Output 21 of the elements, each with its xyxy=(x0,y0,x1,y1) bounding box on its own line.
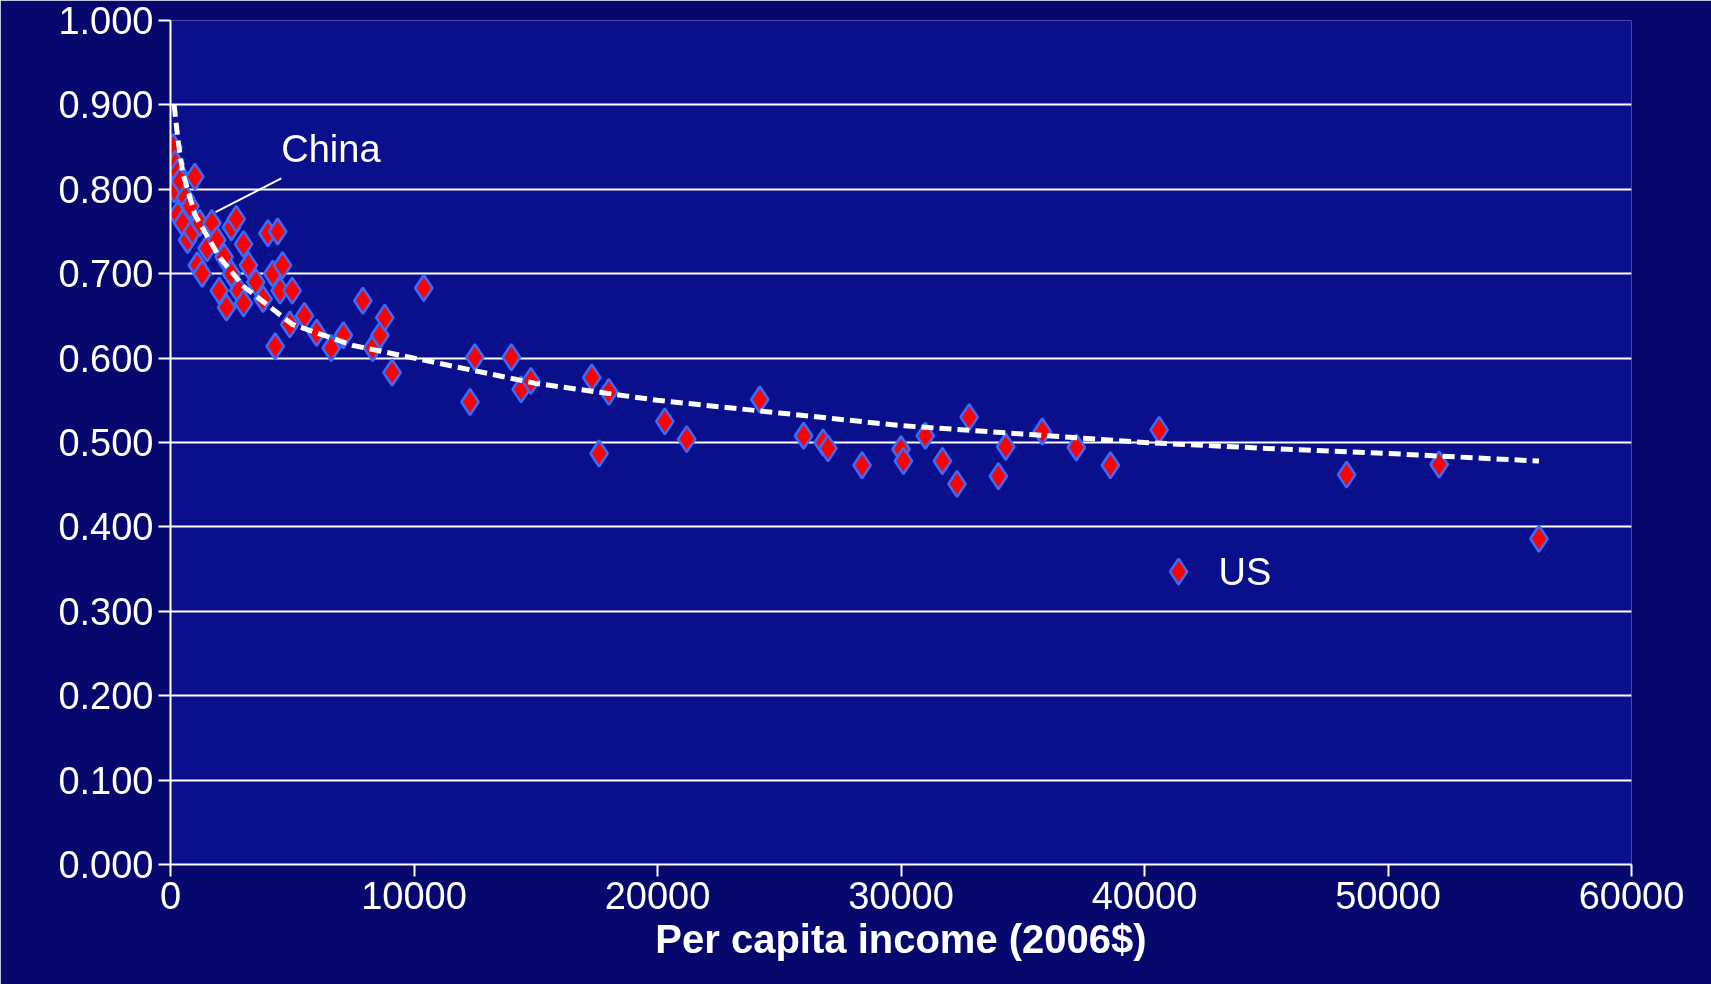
y-tick-label: 0.100 xyxy=(58,759,154,802)
y-tick-label: 0.900 xyxy=(58,84,154,127)
y-tick-label: 0.300 xyxy=(58,590,154,633)
annotation: US xyxy=(1218,550,1272,593)
x-tick-label: 40000 xyxy=(1091,874,1198,917)
x-tick-label: 0 xyxy=(159,874,182,917)
x-tick-label: 10000 xyxy=(361,874,467,917)
annotation: China xyxy=(281,127,382,170)
x-tick-label: 20000 xyxy=(604,874,711,917)
y-tick-label: 0.500 xyxy=(58,422,154,464)
y-tick-label: 0.400 xyxy=(58,506,154,549)
x-tick-label: 30000 xyxy=(848,874,954,917)
x-tick-label: 50000 xyxy=(1335,874,1441,917)
y-tick-label: 0.700 xyxy=(58,253,154,296)
y-tick-label: 0.800 xyxy=(58,168,154,211)
y-tick-label: 0.600 xyxy=(58,337,154,380)
x-axis-title: Per capita income (2006$) xyxy=(655,916,1147,961)
x-tick-label: 60000 xyxy=(1578,874,1685,917)
y-tick-label: 0.000 xyxy=(58,844,154,886)
y-tick-label: 0.200 xyxy=(58,675,154,718)
y-tick-label: 1.000 xyxy=(58,0,154,42)
